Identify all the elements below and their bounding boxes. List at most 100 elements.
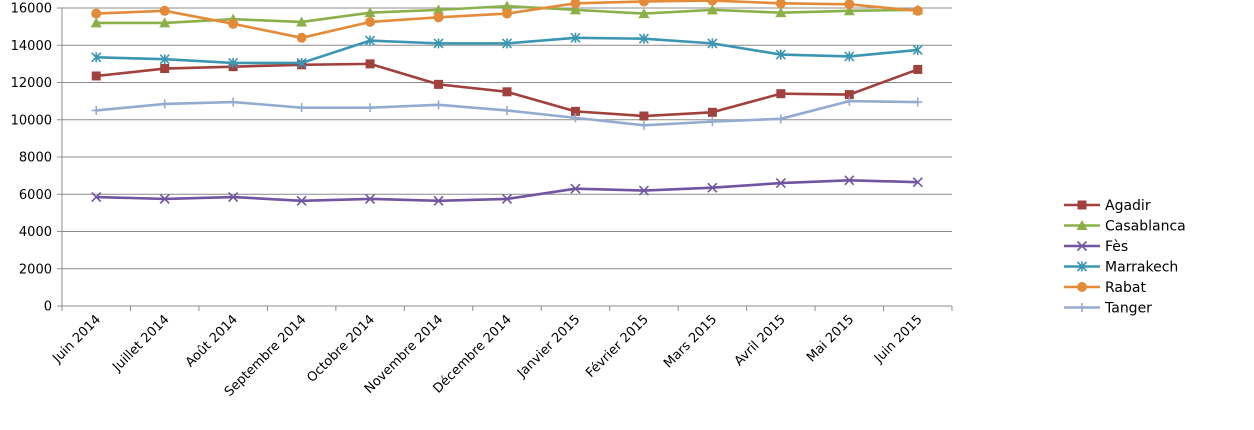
data-point — [160, 64, 170, 74]
data-point — [707, 107, 717, 117]
data-point — [844, 175, 855, 186]
legend-item: Rabat — [1064, 280, 1146, 296]
data-point — [159, 54, 170, 65]
x-tick-label: Avril 2015 — [732, 312, 789, 369]
legend-label: Tanger — [1104, 301, 1152, 317]
series-lines — [90, 0, 924, 206]
data-point — [638, 8, 650, 19]
data-point — [913, 64, 923, 74]
data-point — [502, 87, 512, 97]
data-point — [365, 103, 375, 113]
series-fès — [91, 175, 923, 206]
data-point — [775, 49, 786, 60]
data-point — [159, 5, 170, 16]
data-point — [707, 117, 717, 127]
data-point — [707, 182, 718, 193]
data-point — [844, 96, 854, 106]
data-point — [707, 0, 718, 6]
data-point — [160, 99, 170, 109]
data-point — [638, 185, 649, 196]
y-tick-label: 12000 — [11, 76, 52, 91]
data-point — [844, 51, 855, 62]
data-point — [570, 106, 580, 116]
data-point — [365, 193, 376, 204]
data-point — [91, 71, 101, 81]
legend-label: Fès — [1105, 239, 1128, 255]
legend-label: Marrakech — [1105, 260, 1178, 276]
y-tick-label: 6000 — [19, 188, 52, 203]
data-point — [843, 5, 855, 16]
y-tick-label: 8000 — [19, 151, 52, 166]
data-point — [434, 79, 444, 89]
x-tick-label: Octobre 2014 — [304, 312, 378, 386]
legend-item: Fès — [1064, 239, 1128, 255]
legend-label: Agadir — [1105, 198, 1151, 214]
data-point — [296, 195, 307, 206]
legend-marker — [1076, 240, 1088, 252]
data-point — [775, 0, 786, 9]
data-point — [570, 32, 581, 43]
x-tick-label: Août 2014 — [183, 312, 241, 370]
legend-label: Casablanca — [1105, 219, 1186, 235]
data-point — [638, 0, 649, 7]
legend-item: Casablanca — [1064, 219, 1186, 235]
data-point — [228, 57, 239, 69]
data-point — [707, 38, 718, 49]
data-point — [912, 5, 923, 16]
axes — [57, 7, 953, 311]
data-point — [570, 183, 581, 194]
data-point — [91, 105, 101, 115]
y-tick-label: 16000 — [11, 2, 52, 17]
data-point — [91, 8, 102, 19]
data-point — [912, 44, 923, 55]
data-point — [434, 100, 444, 110]
y-tick-label: 4000 — [19, 225, 52, 240]
legend-item: Marrakech — [1064, 260, 1178, 276]
data-point — [776, 89, 786, 99]
data-point — [159, 193, 170, 204]
data-point — [364, 7, 376, 18]
data-point — [296, 57, 307, 69]
data-point — [433, 12, 444, 23]
data-point — [296, 16, 308, 27]
data-point — [570, 0, 581, 9]
data-point — [228, 18, 239, 29]
legend-marker — [1076, 261, 1088, 272]
y-tick-label: 2000 — [19, 262, 52, 277]
data-point — [776, 114, 786, 124]
data-point — [501, 193, 513, 204]
data-point — [706, 4, 718, 15]
data-point — [844, 90, 854, 100]
series-tanger — [91, 96, 923, 130]
x-tick-label: Mars 2015 — [661, 312, 720, 371]
data-point — [569, 4, 581, 15]
data-point — [159, 17, 171, 28]
x-tick-label: Mai 2015 — [804, 312, 857, 365]
data-point — [365, 16, 376, 27]
data-point — [639, 111, 649, 121]
series-marrakech — [91, 32, 923, 69]
data-point — [502, 105, 512, 115]
data-point — [775, 178, 786, 189]
legend-item: Agadir — [1064, 198, 1151, 214]
data-point — [638, 33, 649, 44]
x-tick-label: Juillet 2014 — [109, 312, 172, 375]
data-point — [502, 8, 512, 19]
data-point — [365, 35, 376, 46]
y-tick-label: 14000 — [11, 39, 52, 54]
data-point — [844, 0, 855, 10]
legend-item: Tanger — [1064, 301, 1152, 317]
data-point — [365, 59, 375, 69]
legend: Agadir Casablanca Fès Marrakech Rabat Tanger — [1064, 198, 1186, 317]
data-point — [913, 97, 923, 107]
data-point — [639, 120, 649, 130]
data-point — [228, 191, 239, 203]
data-point — [296, 32, 307, 43]
data-point — [433, 195, 444, 206]
x-tick-label: Janvier 2015 — [514, 312, 583, 381]
legend-marker — [1076, 220, 1088, 230]
series-rabat — [91, 0, 923, 43]
y-axis-tick-labels: 0 2000 4000 6000 8000 10000 12000 14000 16000 — [11, 2, 52, 315]
grid — [62, 7, 952, 270]
x-tick-label: Février 2015 — [583, 312, 652, 381]
